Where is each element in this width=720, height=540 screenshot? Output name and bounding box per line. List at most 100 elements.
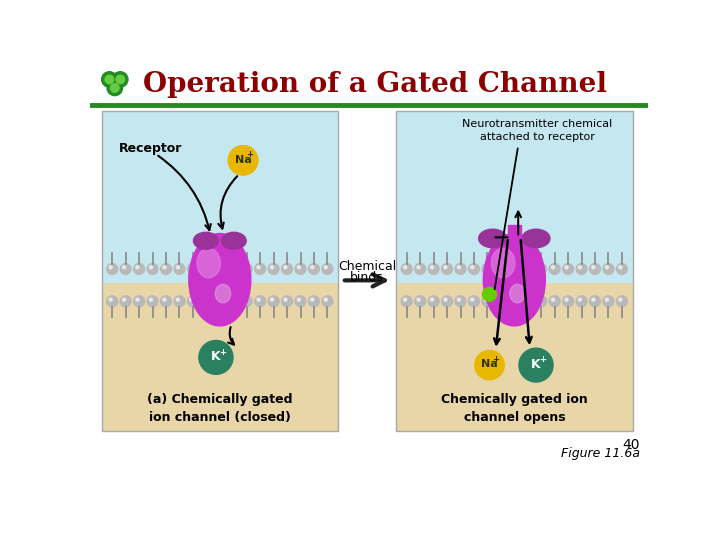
Circle shape bbox=[471, 298, 474, 301]
Circle shape bbox=[552, 298, 554, 301]
Circle shape bbox=[297, 266, 300, 269]
Circle shape bbox=[230, 266, 233, 269]
Bar bbox=[396, 284, 632, 430]
Circle shape bbox=[116, 75, 125, 84]
Circle shape bbox=[563, 264, 574, 274]
Circle shape bbox=[469, 264, 480, 274]
Circle shape bbox=[268, 264, 279, 274]
Circle shape bbox=[309, 264, 320, 274]
Circle shape bbox=[324, 266, 328, 269]
Circle shape bbox=[469, 296, 480, 307]
Circle shape bbox=[618, 266, 622, 269]
Text: binds: binds bbox=[350, 271, 384, 284]
Text: Receptor: Receptor bbox=[119, 142, 182, 155]
Ellipse shape bbox=[479, 229, 507, 248]
Circle shape bbox=[112, 72, 128, 87]
Circle shape bbox=[498, 298, 500, 301]
Circle shape bbox=[120, 296, 131, 307]
Circle shape bbox=[201, 296, 212, 307]
Circle shape bbox=[284, 298, 287, 301]
Circle shape bbox=[457, 266, 460, 269]
Circle shape bbox=[147, 264, 158, 274]
Circle shape bbox=[417, 298, 420, 301]
Circle shape bbox=[590, 264, 600, 274]
Circle shape bbox=[404, 266, 407, 269]
Circle shape bbox=[590, 296, 600, 307]
Circle shape bbox=[190, 298, 193, 301]
Circle shape bbox=[509, 296, 520, 307]
Circle shape bbox=[431, 266, 433, 269]
Text: Chemical: Chemical bbox=[338, 260, 396, 273]
Circle shape bbox=[150, 266, 153, 269]
Circle shape bbox=[228, 146, 258, 175]
Circle shape bbox=[255, 296, 266, 307]
Circle shape bbox=[163, 298, 166, 301]
Bar bbox=[396, 111, 632, 284]
Circle shape bbox=[199, 340, 233, 374]
Circle shape bbox=[511, 266, 514, 269]
Circle shape bbox=[322, 296, 333, 307]
Circle shape bbox=[482, 296, 493, 307]
Text: +: + bbox=[492, 355, 499, 364]
Circle shape bbox=[203, 266, 206, 269]
Circle shape bbox=[187, 296, 198, 307]
Circle shape bbox=[538, 298, 541, 301]
Circle shape bbox=[536, 296, 546, 307]
Bar bbox=[102, 111, 338, 430]
Circle shape bbox=[105, 75, 114, 84]
Text: K: K bbox=[211, 350, 221, 363]
Circle shape bbox=[136, 266, 139, 269]
Circle shape bbox=[495, 296, 506, 307]
Circle shape bbox=[525, 298, 528, 301]
Circle shape bbox=[217, 298, 220, 301]
Circle shape bbox=[444, 298, 447, 301]
Text: Na: Na bbox=[235, 154, 251, 165]
Circle shape bbox=[552, 266, 554, 269]
Circle shape bbox=[174, 296, 185, 307]
Circle shape bbox=[282, 264, 292, 274]
Circle shape bbox=[616, 296, 627, 307]
Circle shape bbox=[549, 264, 560, 274]
Circle shape bbox=[107, 80, 122, 96]
Circle shape bbox=[228, 264, 239, 274]
Circle shape bbox=[549, 296, 560, 307]
Circle shape bbox=[228, 296, 239, 307]
Ellipse shape bbox=[189, 233, 251, 326]
Circle shape bbox=[324, 298, 328, 301]
Circle shape bbox=[401, 264, 412, 274]
Circle shape bbox=[565, 298, 568, 301]
Circle shape bbox=[482, 264, 493, 274]
Circle shape bbox=[495, 264, 506, 274]
Circle shape bbox=[441, 296, 452, 307]
Ellipse shape bbox=[491, 248, 515, 278]
Circle shape bbox=[592, 298, 595, 301]
Circle shape bbox=[161, 264, 171, 274]
Circle shape bbox=[257, 298, 260, 301]
Bar bbox=[90, 65, 648, 105]
Circle shape bbox=[606, 266, 608, 269]
Circle shape bbox=[417, 266, 420, 269]
Circle shape bbox=[525, 266, 528, 269]
Ellipse shape bbox=[221, 232, 246, 249]
Circle shape bbox=[174, 264, 185, 274]
Circle shape bbox=[134, 296, 145, 307]
Circle shape bbox=[201, 264, 212, 274]
Ellipse shape bbox=[522, 229, 550, 248]
Circle shape bbox=[471, 266, 474, 269]
Circle shape bbox=[257, 266, 260, 269]
Circle shape bbox=[111, 84, 119, 92]
Circle shape bbox=[295, 296, 306, 307]
Text: (a) Chemically gated
ion channel (closed): (a) Chemically gated ion channel (closed… bbox=[147, 394, 292, 424]
Circle shape bbox=[268, 296, 279, 307]
Ellipse shape bbox=[197, 248, 220, 278]
Circle shape bbox=[271, 266, 274, 269]
Circle shape bbox=[482, 287, 497, 301]
Circle shape bbox=[519, 348, 553, 382]
Circle shape bbox=[603, 296, 614, 307]
Circle shape bbox=[255, 264, 266, 274]
Ellipse shape bbox=[194, 232, 218, 249]
Circle shape bbox=[603, 264, 614, 274]
Ellipse shape bbox=[510, 285, 525, 303]
Text: +: + bbox=[539, 355, 546, 364]
Circle shape bbox=[578, 266, 582, 269]
